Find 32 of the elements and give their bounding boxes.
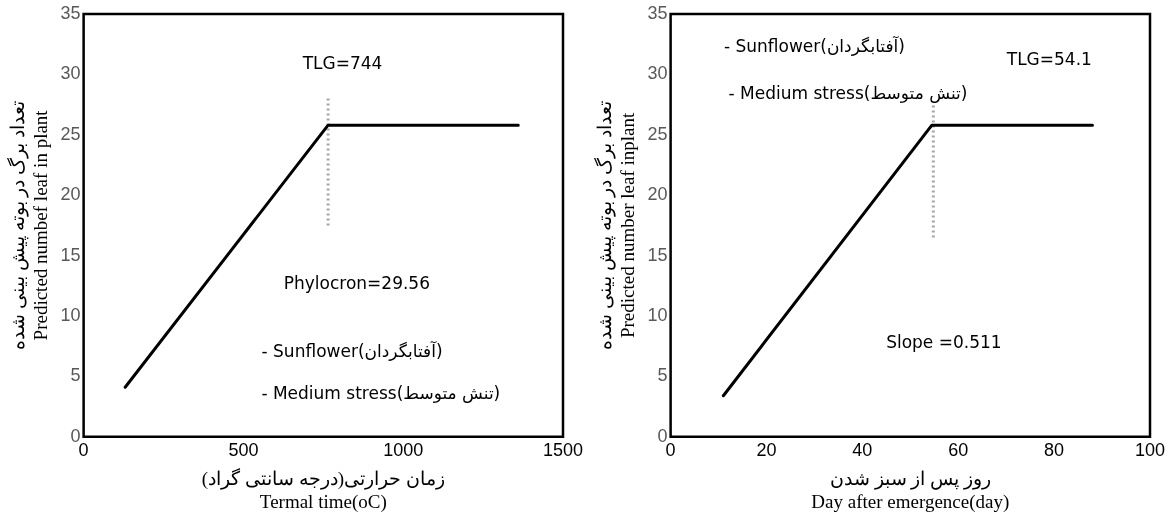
x-tick-label: 500 xyxy=(228,439,259,460)
y-tick-label: 30 xyxy=(647,63,668,84)
x-tick-label: 1000 xyxy=(383,439,424,460)
y-tick-label: 0 xyxy=(70,425,81,446)
annotation: Slope =0.511 xyxy=(886,332,1002,353)
y-tick-label: 25 xyxy=(60,123,81,144)
annotation: Phylocron=29.56 xyxy=(283,273,430,294)
y-tick-label: 20 xyxy=(60,184,81,205)
y-tick-label: 20 xyxy=(647,184,668,205)
y-tick-label: 35 xyxy=(60,2,81,23)
x-tick-label: 1500 xyxy=(542,439,584,460)
annotation: - Medium stress(تنش متوسط) xyxy=(261,382,501,403)
x-tick-label: 40 xyxy=(852,439,873,460)
x-tick-label: 20 xyxy=(756,439,777,460)
y-tick-label: 5 xyxy=(70,365,81,386)
y-tick-label: 0 xyxy=(657,425,668,446)
annotation: - Medium stress(تنش متوسط) xyxy=(728,82,968,103)
x-tick-label: 80 xyxy=(1044,439,1065,460)
x-tick-label: 60 xyxy=(948,439,969,460)
y-tick-label: 10 xyxy=(647,304,668,325)
annotation: TLG=744 xyxy=(301,53,383,74)
y-tick-label: 15 xyxy=(647,244,668,265)
y-tick-label: 5 xyxy=(657,365,668,386)
annotation: TLG=54.1 xyxy=(1005,48,1092,69)
x-tick-label: 100 xyxy=(1134,439,1166,460)
annotation: - Sunflower(آفتابگردان) xyxy=(723,35,905,57)
y-tick-label: 35 xyxy=(647,2,668,23)
annotation: - Sunflower(آفتابگردان) xyxy=(261,339,443,361)
y-tick-label: 25 xyxy=(647,123,668,144)
y-tick-label: 15 xyxy=(60,244,81,265)
y-tick-label: 10 xyxy=(60,304,81,325)
y-tick-label: 30 xyxy=(60,63,81,84)
